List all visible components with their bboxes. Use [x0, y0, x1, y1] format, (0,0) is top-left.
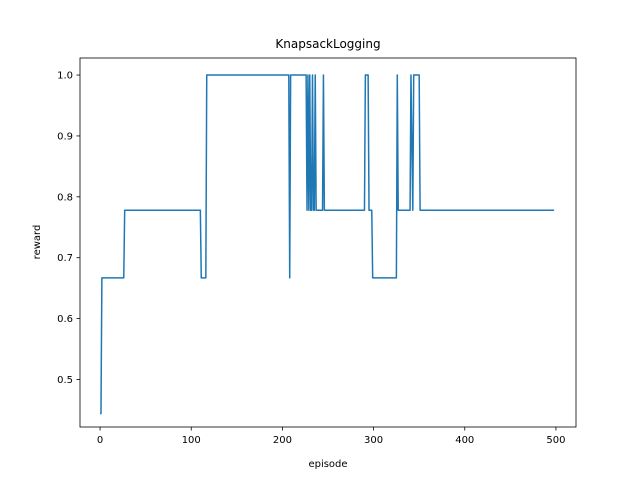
x-tick-label: 0: [97, 435, 103, 446]
y-tick-label: 0.8: [57, 192, 73, 203]
y-tick-label: 0.7: [57, 253, 73, 264]
reward-series-line: [100, 74, 555, 415]
y-tick-label: 0.6: [57, 314, 73, 325]
x-tick-label: 400: [455, 435, 474, 446]
x-tick-label: 100: [182, 435, 201, 446]
x-tick-label: 500: [546, 435, 565, 446]
chart-title: KnapsackLogging: [275, 37, 380, 51]
axis-layer: 0 100 200 300 400 500 0.5 0.6 0.7 0.8 0.9 1.0: [57, 71, 565, 446]
x-tick-label: 200: [273, 435, 292, 446]
y-axis-label: reward: [32, 225, 43, 260]
y-tick-label: 0.5: [57, 375, 73, 386]
y-tick-label: 1.0: [57, 71, 73, 82]
x-axis-label: episode: [308, 459, 347, 470]
plot-area-frame: [79, 57, 577, 428]
y-tick-label: 0.9: [57, 131, 73, 142]
x-tick-label: 300: [364, 435, 383, 446]
data-layer: [100, 74, 555, 415]
